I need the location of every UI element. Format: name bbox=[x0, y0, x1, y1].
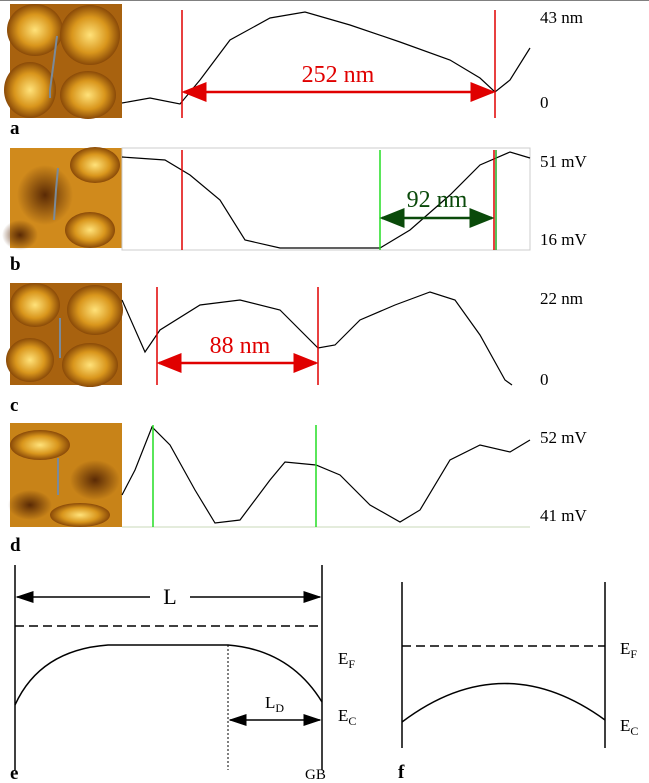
profile-b bbox=[121, 151, 531, 249]
scale-bottom: 16 mV bbox=[540, 230, 587, 249]
fermi-label: EF bbox=[338, 649, 355, 671]
afm-image-b bbox=[2, 147, 122, 250]
subscript: D bbox=[275, 701, 284, 715]
symbol: E bbox=[620, 639, 630, 658]
scale-bottom: 41 mV bbox=[540, 506, 587, 525]
afm-image-c bbox=[6, 283, 123, 387]
scale-top: 43 nm bbox=[540, 8, 583, 27]
symbol: L bbox=[265, 693, 275, 712]
scale-bottom: 0 bbox=[540, 93, 549, 112]
panel-label: e bbox=[10, 763, 18, 783]
symbol: E bbox=[338, 706, 348, 725]
afm-image-d bbox=[8, 423, 122, 527]
panel-label: b bbox=[10, 254, 21, 275]
distance-label: 92 nm bbox=[407, 187, 468, 213]
subscript: F bbox=[630, 647, 637, 661]
scale-bottom: 0 bbox=[540, 370, 549, 389]
subscript: C bbox=[348, 714, 356, 728]
profile-a bbox=[121, 11, 531, 105]
profile-d bbox=[121, 425, 531, 524]
panel-label: f bbox=[398, 762, 405, 783]
distance-label: 252 nm bbox=[302, 62, 375, 88]
fermi-label: EF bbox=[620, 639, 637, 661]
scale-top: 51 mV bbox=[540, 152, 587, 171]
subscript: C bbox=[630, 724, 638, 738]
panel-label: a bbox=[10, 118, 20, 139]
subscript: F bbox=[348, 657, 355, 671]
afm-image-a bbox=[4, 4, 122, 119]
conduction-label: EC bbox=[338, 706, 356, 728]
panel-label: c bbox=[10, 395, 18, 416]
scale-top: 52 mV bbox=[540, 428, 587, 447]
length-label: L bbox=[163, 584, 176, 609]
distance-label: 88 nm bbox=[210, 333, 271, 359]
panel-label: d bbox=[10, 535, 21, 556]
boundary-label: GB bbox=[305, 767, 326, 783]
conduction-label: EC bbox=[620, 716, 638, 738]
plot-frame bbox=[121, 147, 531, 251]
scale-top: 22 nm bbox=[540, 289, 583, 308]
conduction-band bbox=[401, 682, 606, 723]
depletion-label: LD bbox=[265, 693, 284, 715]
conduction-band bbox=[14, 644, 323, 706]
profile-c bbox=[121, 291, 513, 386]
symbol: E bbox=[620, 716, 630, 735]
symbol: E bbox=[338, 649, 348, 668]
